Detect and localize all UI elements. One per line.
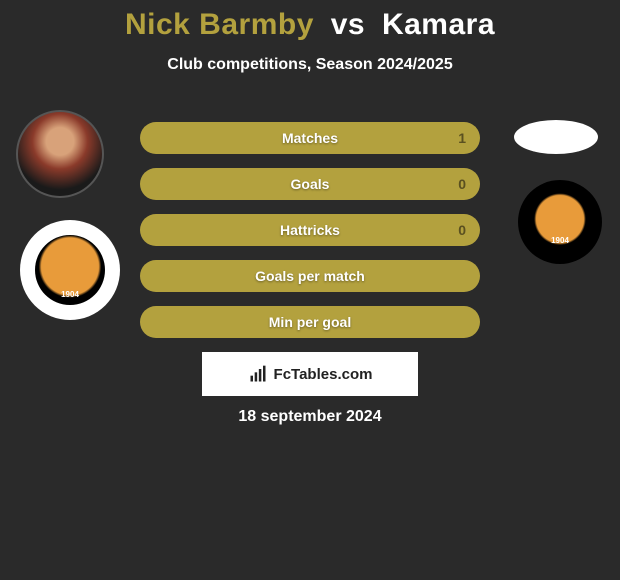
stat-label: Goals bbox=[291, 176, 330, 192]
tiger-badge-icon bbox=[35, 235, 105, 305]
stat-row-min-per-goal: Min per goal bbox=[140, 306, 480, 338]
stat-row-hattricks: Hattricks 0 bbox=[140, 214, 480, 246]
player2-name: Kamara bbox=[382, 8, 495, 41]
date-line: 18 september 2024 bbox=[0, 408, 620, 426]
player2-club-badge bbox=[518, 180, 602, 264]
stat-value: 0 bbox=[458, 176, 466, 192]
stat-row-goals: Goals 0 bbox=[140, 168, 480, 200]
stat-row-matches: Matches 1 bbox=[140, 122, 480, 154]
title-connector: vs bbox=[331, 8, 365, 41]
stat-label: Goals per match bbox=[255, 268, 365, 284]
stat-value: 0 bbox=[458, 222, 466, 238]
stat-row-goals-per-match: Goals per match bbox=[140, 260, 480, 292]
stat-label: Min per goal bbox=[269, 314, 351, 330]
player1-avatar bbox=[16, 110, 104, 198]
stats-panel: Matches 1 Goals 0 Hattricks 0 Goals per … bbox=[140, 122, 480, 352]
stat-value: 1 bbox=[458, 130, 466, 146]
page-title: Nick Barmby vs Kamara bbox=[0, 0, 620, 42]
player2-avatar bbox=[514, 120, 598, 154]
player1-name: Nick Barmby bbox=[125, 8, 314, 41]
player1-club-badge bbox=[20, 220, 120, 320]
subtitle: Club competitions, Season 2024/2025 bbox=[0, 56, 620, 74]
tiger-badge-icon bbox=[531, 193, 590, 252]
source-logo-text: FcTables.com bbox=[274, 366, 373, 383]
stat-label: Matches bbox=[282, 130, 338, 146]
source-logo: FcTables.com bbox=[202, 352, 418, 396]
bar-chart-icon bbox=[248, 364, 268, 384]
infographic-root: Nick Barmby vs Kamara Club competitions,… bbox=[0, 0, 620, 580]
stat-label: Hattricks bbox=[280, 222, 340, 238]
